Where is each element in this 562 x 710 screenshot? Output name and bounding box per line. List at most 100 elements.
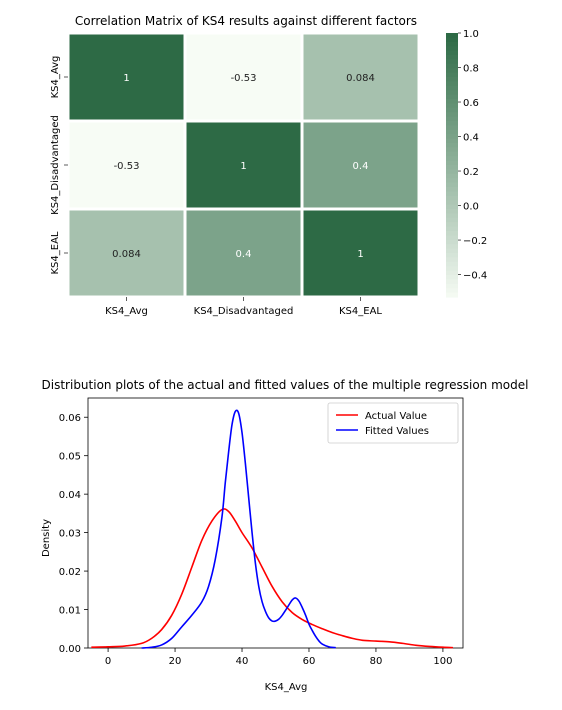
x-tick-label-2: 40 [236,656,249,667]
colorbar-segment-1 [446,37,458,43]
heatmap-cell-0-1 [186,34,301,120]
colorbar-tick-label-2: 0.6 [463,98,479,109]
density-plot: Distribution plots of the actual and fit… [41,378,528,693]
colorbar-segment-41 [446,213,458,219]
heatmap-cell-1-1 [186,122,301,208]
legend-label-1: Fitted Values [365,426,429,437]
x-axis-label: KS4_Avg [265,682,308,693]
y-tick-label-1: 0.01 [59,606,81,617]
y-tick-label-4: 0.04 [59,490,81,501]
colorbar-segment-58 [446,288,458,294]
density-plot-legend: Actual Value Fitted Values [327,402,459,444]
colorbar-segment-12 [446,85,458,91]
heatmap-title: Correlation Matrix of KS4 results agains… [75,14,417,28]
colorbar-segment-24 [446,138,458,144]
colorbar-segment-5 [446,55,458,60]
colorbar-segment-53 [446,266,458,272]
x-tick-label-0: 0 [105,656,111,667]
colorbar-segment-49 [446,248,458,254]
colorbar-segment-25 [446,143,458,148]
colorbar-segment-28 [446,156,458,162]
colorbar-segment-7 [446,63,458,69]
colorbar-segment-45 [446,231,458,236]
heatmap-row-label-1: KS4_Disadvantaged [50,115,61,215]
colorbar-segment-3 [446,46,458,52]
x-tick-label-4: 80 [370,656,383,667]
colorbar-segment-4 [446,50,458,56]
colorbar-segment-23 [446,134,458,140]
colorbar-segment-40 [446,209,458,214]
colorbar-segment-38 [446,200,458,206]
colorbar-segment-22 [446,129,458,135]
colorbar-tick-label-0: 1.0 [463,29,479,40]
colorbar-segment-15 [446,99,458,104]
heatmap-cell-label-0-2: 0.084 [346,73,375,84]
heatmap-cell-label-0-1: -0.53 [231,73,257,84]
plot-frame [87,397,464,649]
colorbar-segment-14 [446,94,458,100]
heatmap-cell-2-2 [303,210,418,296]
colorbar-segment-51 [446,257,458,263]
colorbar-segment-52 [446,261,458,267]
colorbar-segment-11 [446,81,458,87]
y-tick-label-3: 0.03 [59,529,81,540]
colorbar-segment-19 [446,116,458,122]
colorbar-segment-29 [446,160,458,166]
x-tick-label-3: 60 [303,656,316,667]
colorbar-segment-6 [446,59,458,65]
heatmap-axis-labels: KS4_Avg KS4_Disadvantaged KS4_EAL KS4_Avg KS… [50,56,382,317]
colorbar-segment-18 [446,112,458,118]
colorbar-segment-2 [446,41,458,47]
heatmap-cell-1-2 [303,122,418,208]
colorbar-segment-21 [446,125,458,131]
colorbar-tick-label-1: 0.8 [463,64,479,75]
colorbar-tick-label-6: −0.2 [463,236,487,247]
heatmap-row-label-0: KS4_Avg [50,56,61,99]
colorbar-segment-46 [446,235,458,241]
heatmap-colorbar: 1.0 0.8 0.6 0.4 0.2 0.0 −0.2 −0.4 [446,29,487,298]
heatmap-col-label-1: KS4_Disadvantaged [194,306,294,317]
series-line-1 [141,409,336,649]
colorbar-segment-54 [446,270,458,276]
heatmap-cell-2-1 [186,210,301,296]
x-tick-label-1: 20 [169,656,182,667]
colorbar-segment-33 [446,178,458,184]
colorbar-segment-8 [446,68,458,74]
heatmap-cell-label-2-0: 0.084 [112,249,141,260]
legend-box [327,402,459,444]
colorbar-segment-44 [446,226,458,232]
density-plot-lines [91,409,453,649]
heatmap-cell-label-1-2: 0.4 [353,161,369,172]
heatmap-col-label-2: KS4_EAL [339,306,382,317]
colorbar-segment-36 [446,191,458,197]
heatmap-cell-label-2-2: 1 [357,249,363,260]
colorbar-segment-37 [446,195,458,201]
colorbar-segment-55 [446,275,458,280]
series-line-0 [91,508,453,649]
colorbar-segment-26 [446,147,458,153]
y-axis-label: Density [41,519,52,557]
colorbar-segment-39 [446,204,458,210]
heatmap-cell-label-0-0: 1 [123,73,129,84]
heatmap-cell-label-1-0: -0.53 [114,161,140,172]
colorbar-segment-9 [446,72,458,78]
colorbar-segment-16 [446,103,458,109]
heatmap-cells: 1 -0.53 0.084 -0.53 1 0.4 0.084 0.4 1 [68,33,419,297]
colorbar-segment-32 [446,173,458,179]
legend-label-0: Actual Value [365,411,427,422]
y-tick-label-6: 0.06 [59,413,81,424]
colorbar-segment-57 [446,283,458,289]
colorbar-segment-30 [446,165,458,170]
colorbar-segment-10 [446,77,458,82]
colorbar-segment-56 [446,279,458,285]
heatmap-cell-2-0 [69,210,184,296]
colorbar-tick-label-5: 0.0 [463,202,479,213]
colorbar-segment-35 [446,187,458,192]
colorbar-segment-43 [446,222,458,228]
heatmap-row-label-2: KS4_EAL [50,231,61,274]
colorbar-segment-17 [446,107,458,113]
colorbar-segment-0 [446,33,458,38]
heatmap-cell-0-2 [303,34,418,120]
colorbar-segment-13 [446,90,458,96]
heatmap-cell-label-2-1: 0.4 [236,249,252,260]
